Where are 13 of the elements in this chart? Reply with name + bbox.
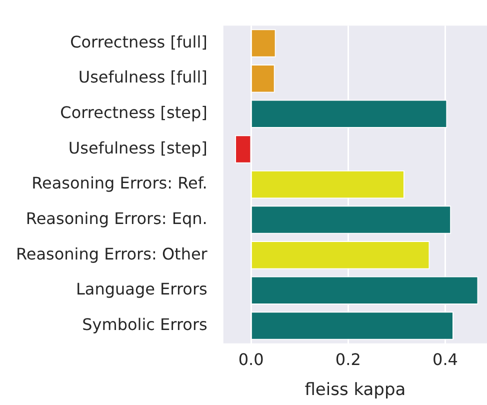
y-tick-label: Correctness [step] (60, 103, 208, 122)
y-tick-label: Language Errors (76, 280, 208, 299)
x-tick-label: 0.2 (335, 350, 361, 370)
y-tick-label: Reasoning Errors: Eqn. (26, 208, 208, 228)
y-tick-label: Symbolic Errors (82, 314, 208, 334)
x-tick-label: 0.0 (238, 350, 264, 370)
y-tick-label: Reasoning Errors: Ref. (32, 174, 208, 193)
y-tick-label: Reasoning Errors: Other (16, 244, 208, 264)
y-tick-label: Correctness [full] (70, 32, 208, 52)
y-tick-label: Usefulness [full] (78, 68, 208, 87)
x-axis-title: fleiss kappa (304, 380, 406, 400)
x-tick-label: 0.4 (432, 350, 458, 370)
y-tick-label: Usefulness [step] (68, 138, 208, 158)
